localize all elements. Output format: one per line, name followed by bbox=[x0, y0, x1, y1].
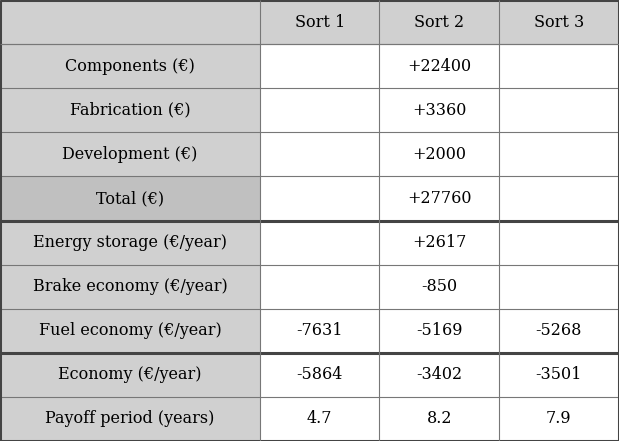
Bar bbox=[0, 88, 260, 132]
Bar bbox=[260, 44, 618, 88]
Bar bbox=[0, 265, 260, 309]
Text: Sort 3: Sort 3 bbox=[534, 14, 584, 30]
Text: 8.2: 8.2 bbox=[426, 411, 452, 427]
Text: -5268: -5268 bbox=[535, 322, 582, 339]
Text: Brake economy (€/year): Brake economy (€/year) bbox=[33, 278, 227, 295]
Bar bbox=[0, 132, 260, 176]
Text: -7631: -7631 bbox=[297, 322, 343, 339]
Bar bbox=[379, 309, 499, 353]
Text: +2617: +2617 bbox=[412, 234, 466, 251]
Bar bbox=[0, 176, 260, 220]
Text: -3501: -3501 bbox=[535, 366, 582, 383]
Text: -3402: -3402 bbox=[416, 366, 462, 383]
Bar bbox=[379, 397, 499, 441]
Text: 7.9: 7.9 bbox=[546, 411, 571, 427]
Bar bbox=[499, 353, 618, 397]
Text: 4.7: 4.7 bbox=[307, 411, 332, 427]
Bar bbox=[260, 265, 618, 309]
Text: Total (€): Total (€) bbox=[96, 190, 164, 207]
Bar bbox=[0, 353, 260, 397]
Bar bbox=[0, 220, 260, 265]
Text: Fabrication (€): Fabrication (€) bbox=[70, 102, 190, 119]
Text: Sort 1: Sort 1 bbox=[295, 14, 345, 30]
Bar bbox=[260, 176, 618, 220]
Bar bbox=[260, 220, 618, 265]
Bar bbox=[0, 397, 260, 441]
Text: Fuel economy (€/year): Fuel economy (€/year) bbox=[38, 322, 222, 339]
Bar bbox=[0, 44, 260, 88]
Bar bbox=[499, 309, 618, 353]
Bar bbox=[0, 0, 260, 44]
Text: +2000: +2000 bbox=[412, 146, 466, 163]
Text: +27760: +27760 bbox=[407, 190, 472, 207]
Bar bbox=[499, 0, 618, 44]
Bar bbox=[260, 0, 379, 44]
Text: -850: -850 bbox=[421, 278, 457, 295]
Text: +3360: +3360 bbox=[412, 102, 466, 119]
Text: +22400: +22400 bbox=[407, 58, 471, 75]
Bar bbox=[379, 0, 499, 44]
Bar bbox=[260, 353, 379, 397]
Bar bbox=[379, 353, 499, 397]
Text: Energy storage (€/year): Energy storage (€/year) bbox=[33, 234, 227, 251]
Bar bbox=[499, 397, 618, 441]
Text: -5864: -5864 bbox=[297, 366, 343, 383]
Bar bbox=[260, 397, 379, 441]
Text: Payoff period (years): Payoff period (years) bbox=[45, 411, 215, 427]
Text: Sort 2: Sort 2 bbox=[414, 14, 464, 30]
Text: Development (€): Development (€) bbox=[63, 146, 197, 163]
Bar bbox=[260, 88, 618, 132]
Text: Economy (€/year): Economy (€/year) bbox=[58, 366, 202, 383]
Bar bbox=[260, 132, 618, 176]
Text: Components (€): Components (€) bbox=[65, 58, 195, 75]
Text: -5169: -5169 bbox=[416, 322, 462, 339]
Bar bbox=[260, 309, 379, 353]
Bar bbox=[0, 309, 260, 353]
